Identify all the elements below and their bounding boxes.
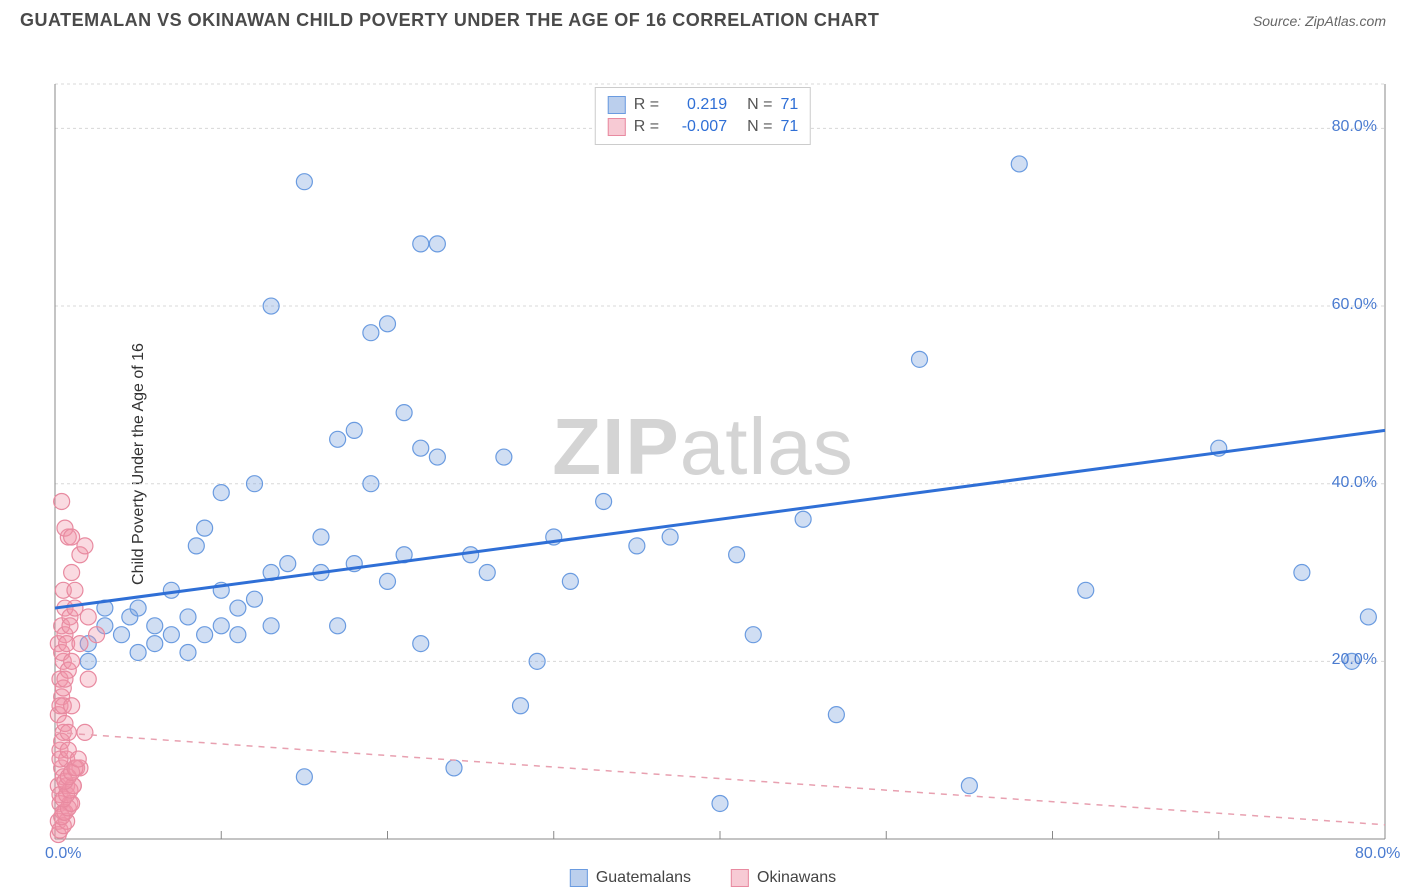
legend-swatch bbox=[570, 869, 588, 887]
n-label: N = bbox=[747, 118, 772, 136]
r-value: -0.007 bbox=[667, 118, 727, 136]
legend-swatch bbox=[608, 118, 626, 136]
legend-correlation: R = 0.219 N = 71 R = -0.007 N = 71 bbox=[595, 87, 811, 145]
r-label: R = bbox=[634, 96, 659, 114]
y-tick-label: 80.0% bbox=[1332, 118, 1377, 136]
y-tick-label: 60.0% bbox=[1332, 296, 1377, 314]
legend-series-item: Guatemalans bbox=[570, 869, 691, 887]
x-tick-label: 0.0% bbox=[45, 845, 81, 863]
legend-series: Guatemalans Okinawans bbox=[570, 869, 836, 887]
legend-correlation-row: R = 0.219 N = 71 bbox=[608, 94, 798, 116]
r-label: R = bbox=[634, 118, 659, 136]
legend-series-item: Okinawans bbox=[731, 869, 836, 887]
r-value: 0.219 bbox=[667, 96, 727, 114]
y-tick-label: 40.0% bbox=[1332, 474, 1377, 492]
legend-swatch bbox=[731, 869, 749, 887]
scatter-chart bbox=[0, 39, 1406, 889]
legend-swatch bbox=[608, 96, 626, 114]
n-value: 71 bbox=[780, 96, 798, 114]
chart-title: GUATEMALAN VS OKINAWAN CHILD POVERTY UND… bbox=[20, 10, 879, 31]
chart-container: ZIPatlas Child Poverty Under the Age of … bbox=[0, 39, 1406, 889]
legend-series-label: Guatemalans bbox=[596, 869, 691, 887]
y-tick-label: 20.0% bbox=[1332, 651, 1377, 669]
n-label: N = bbox=[747, 96, 772, 114]
legend-correlation-row: R = -0.007 N = 71 bbox=[608, 116, 798, 138]
legend-series-label: Okinawans bbox=[757, 869, 836, 887]
n-value: 71 bbox=[780, 118, 798, 136]
x-tick-label: 80.0% bbox=[1355, 845, 1400, 863]
source-label: Source: ZipAtlas.com bbox=[1253, 13, 1386, 29]
